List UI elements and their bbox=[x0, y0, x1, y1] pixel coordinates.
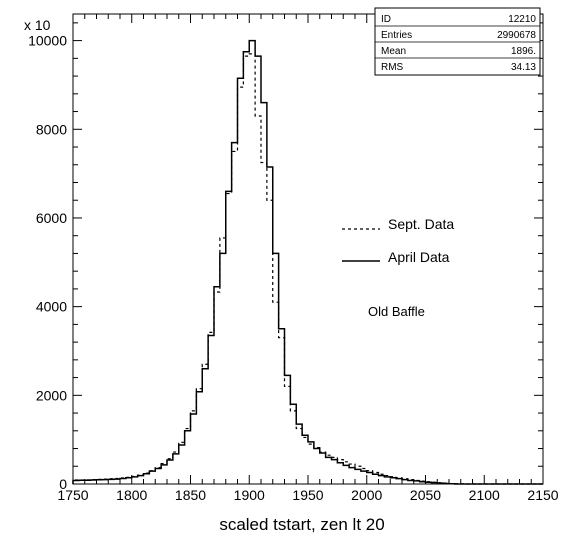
legend-sept-label: Sept. Data bbox=[388, 216, 454, 232]
stats-label-entries: Entries bbox=[381, 30, 412, 41]
stats-label-mean: Mean bbox=[381, 46, 406, 57]
y-tick-label: 6000 bbox=[36, 210, 67, 226]
stats-value-entries: 2990678 bbox=[497, 30, 536, 41]
x-tick-label: 1900 bbox=[234, 487, 265, 503]
stats-box-frame bbox=[374, 7, 541, 76]
annotation-old-baffle: Old Baffle bbox=[368, 304, 425, 319]
stats-box: ID 12210 Entries 2990678 Mean 1896. RMS 34.13 bbox=[374, 7, 541, 76]
y-tick-label: 8000 bbox=[36, 121, 67, 137]
plot-frame bbox=[72, 13, 544, 485]
x-tick-label: 2100 bbox=[469, 487, 500, 503]
stats-label-id: ID bbox=[381, 14, 391, 25]
plot-frame-border bbox=[72, 13, 544, 485]
y-tick-label: 10000 bbox=[28, 33, 67, 49]
y-tick-label: 2000 bbox=[36, 387, 67, 403]
x-tick-label: 2050 bbox=[410, 487, 441, 503]
x-axis-title: scaled tstart, zen lt 20 bbox=[219, 515, 384, 534]
stats-value-rms: 34.13 bbox=[511, 62, 536, 73]
stats-value-mean: 1896. bbox=[511, 46, 536, 57]
y-axis: 0 2000 4000 6000 8000 10000 bbox=[28, 22, 543, 492]
x-tick-label: 2000 bbox=[351, 487, 382, 503]
series-sept-data bbox=[72, 53, 543, 485]
series-layer bbox=[72, 39, 543, 485]
x-tick-label: 1950 bbox=[292, 487, 323, 503]
y-multiplier-label: x 10 bbox=[24, 17, 51, 33]
stats-value-id: 12210 bbox=[508, 14, 536, 25]
x-tick-label: 1850 bbox=[175, 487, 206, 503]
x-tick-label: 2150 bbox=[527, 487, 558, 503]
y-tick-label: 4000 bbox=[36, 299, 67, 315]
legend-april-label: April Data bbox=[388, 249, 450, 265]
legend: Sept. Data April Data bbox=[342, 216, 454, 265]
y-tick-label: 0 bbox=[59, 476, 67, 492]
stats-label-rms: RMS bbox=[381, 62, 404, 73]
x-tick-label: 1750 bbox=[57, 487, 88, 503]
x-tick-label: 1800 bbox=[116, 487, 147, 503]
x-axis: 1750 1800 1850 1900 1950 2000 2050 2100 2150 bbox=[57, 14, 559, 503]
series-april-data bbox=[72, 39, 543, 485]
